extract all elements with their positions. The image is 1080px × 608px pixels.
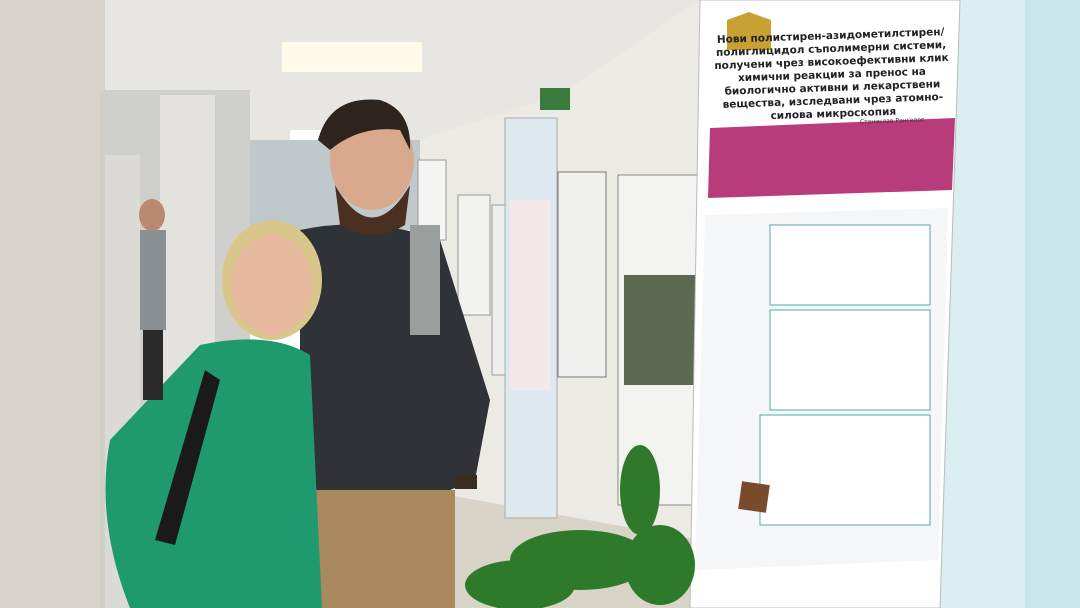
background-person bbox=[139, 199, 166, 400]
poster bbox=[557, 171, 607, 378]
woman bbox=[105, 220, 322, 608]
poster-panel bbox=[510, 200, 550, 390]
ceiling-light bbox=[290, 130, 330, 140]
banner bbox=[1025, 0, 1080, 608]
man bbox=[300, 99, 490, 608]
poster-photo bbox=[624, 275, 698, 385]
left-wall bbox=[0, 0, 105, 608]
ceiling-light bbox=[282, 42, 422, 72]
plant bbox=[465, 445, 695, 608]
poster bbox=[457, 194, 491, 316]
poster-title: Нови полистирен-азидометилстирен/полигли… bbox=[714, 26, 949, 123]
poster-abstract bbox=[708, 118, 955, 198]
coat-of-arms bbox=[727, 12, 771, 50]
poster-chart bbox=[769, 224, 931, 306]
exit-sign bbox=[540, 88, 570, 110]
poster-image bbox=[738, 481, 770, 513]
poster-chart bbox=[759, 414, 931, 526]
poster-chart bbox=[769, 309, 931, 411]
